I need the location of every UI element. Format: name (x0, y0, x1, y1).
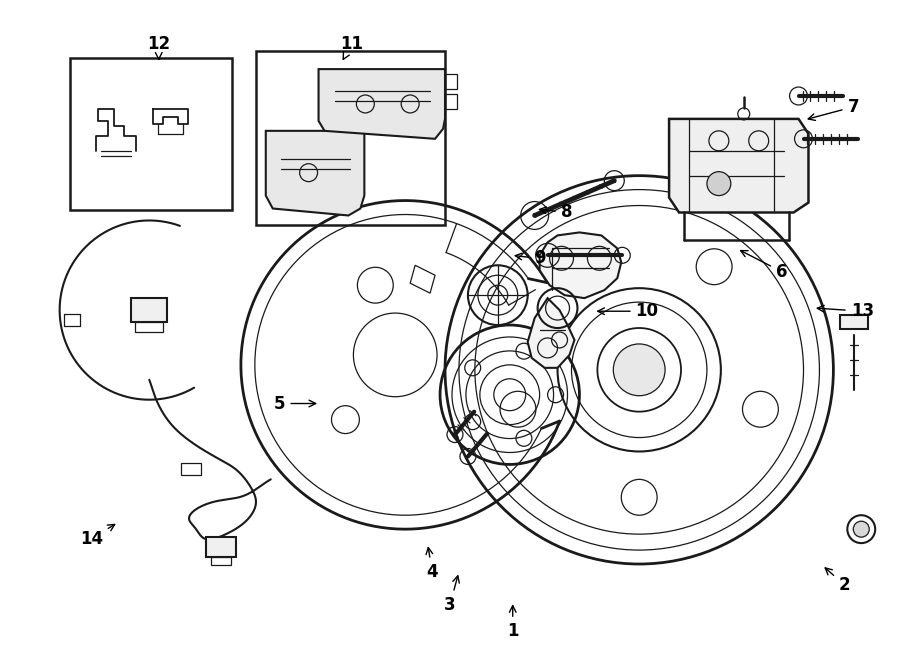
Bar (841, 315, 868, 329)
Text: 6: 6 (741, 251, 788, 281)
Text: 7: 7 (808, 98, 860, 120)
Polygon shape (540, 232, 621, 298)
Bar (211, 557, 231, 565)
Text: 1: 1 (507, 606, 518, 640)
Polygon shape (527, 298, 574, 368)
Text: 9: 9 (515, 250, 545, 267)
Polygon shape (266, 131, 365, 216)
Polygon shape (669, 119, 808, 213)
Text: 13: 13 (817, 303, 874, 320)
Bar (445, 94, 457, 109)
Bar (256, 51, 445, 226)
Bar (206, 537, 236, 557)
Bar (135, 322, 163, 332)
Text: 2: 2 (825, 568, 850, 594)
Text: 4: 4 (426, 547, 438, 581)
Circle shape (853, 521, 869, 537)
Text: 5: 5 (274, 395, 316, 412)
Bar (131, 298, 167, 322)
Circle shape (613, 344, 665, 396)
Text: 12: 12 (148, 35, 170, 60)
Text: 8: 8 (539, 203, 572, 221)
Polygon shape (319, 69, 445, 139)
Bar (69, 58, 232, 209)
Text: 11: 11 (340, 35, 363, 60)
Text: 14: 14 (80, 524, 114, 547)
Bar (181, 463, 201, 475)
Bar (445, 74, 457, 89)
Text: 3: 3 (445, 576, 459, 614)
Text: 10: 10 (598, 303, 659, 320)
Circle shape (706, 171, 731, 195)
